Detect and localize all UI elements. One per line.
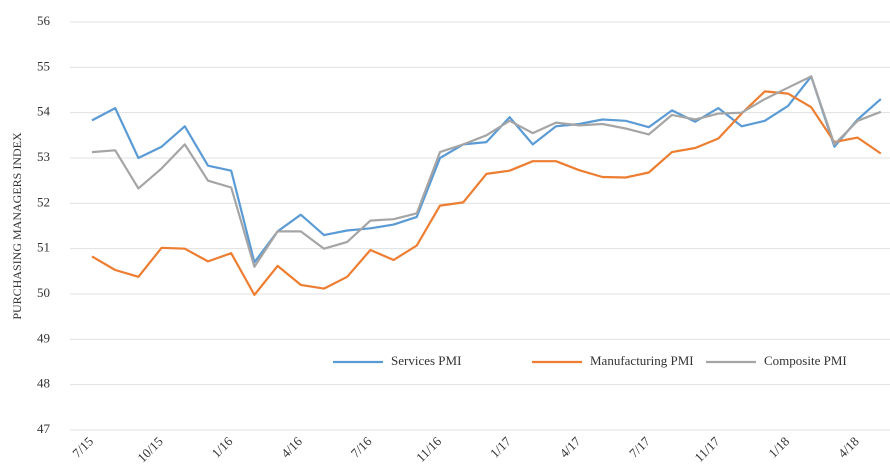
series-line [91, 90, 882, 296]
y-tick-label: 48 [37, 376, 50, 391]
x-tick-label: 7/17 [626, 433, 653, 460]
x-tick-label: 4/18 [835, 434, 862, 461]
x-tick-label: 11/16 [413, 433, 445, 465]
x-tick-label: 7/15 [69, 434, 96, 461]
x-tick-label: 1/16 [208, 433, 235, 460]
x-tick-label: 1/18 [765, 434, 792, 461]
legend-label: Manufacturing PMI [590, 353, 694, 368]
y-tick-label: 50 [37, 285, 50, 300]
y-axis-label: PURCHASING MANAGERS INDEX [10, 132, 24, 320]
y-tick-label: 47 [37, 421, 51, 436]
x-tick-label: 1/17 [487, 433, 514, 460]
y-tick-label: 54 [37, 104, 51, 119]
y-tick-label: 52 [37, 194, 50, 209]
y-tick-label: 53 [37, 149, 50, 164]
x-tick-label: 4/16 [278, 433, 305, 460]
x-tick-label: 7/16 [348, 433, 375, 460]
y-tick-label: 55 [37, 58, 50, 73]
legend-label: Services PMI [391, 353, 461, 368]
x-tick-label: 4/17 [556, 433, 583, 460]
y-tick-label: 56 [37, 13, 51, 28]
y-tick-label: 51 [37, 240, 50, 255]
x-tick-label: 11/17 [691, 433, 723, 465]
series-line [91, 75, 882, 264]
y-tick-label: 49 [37, 330, 50, 345]
legend-label: Composite PMI [764, 353, 847, 368]
series-line [91, 75, 882, 268]
x-tick-label: 10/15 [134, 434, 166, 466]
